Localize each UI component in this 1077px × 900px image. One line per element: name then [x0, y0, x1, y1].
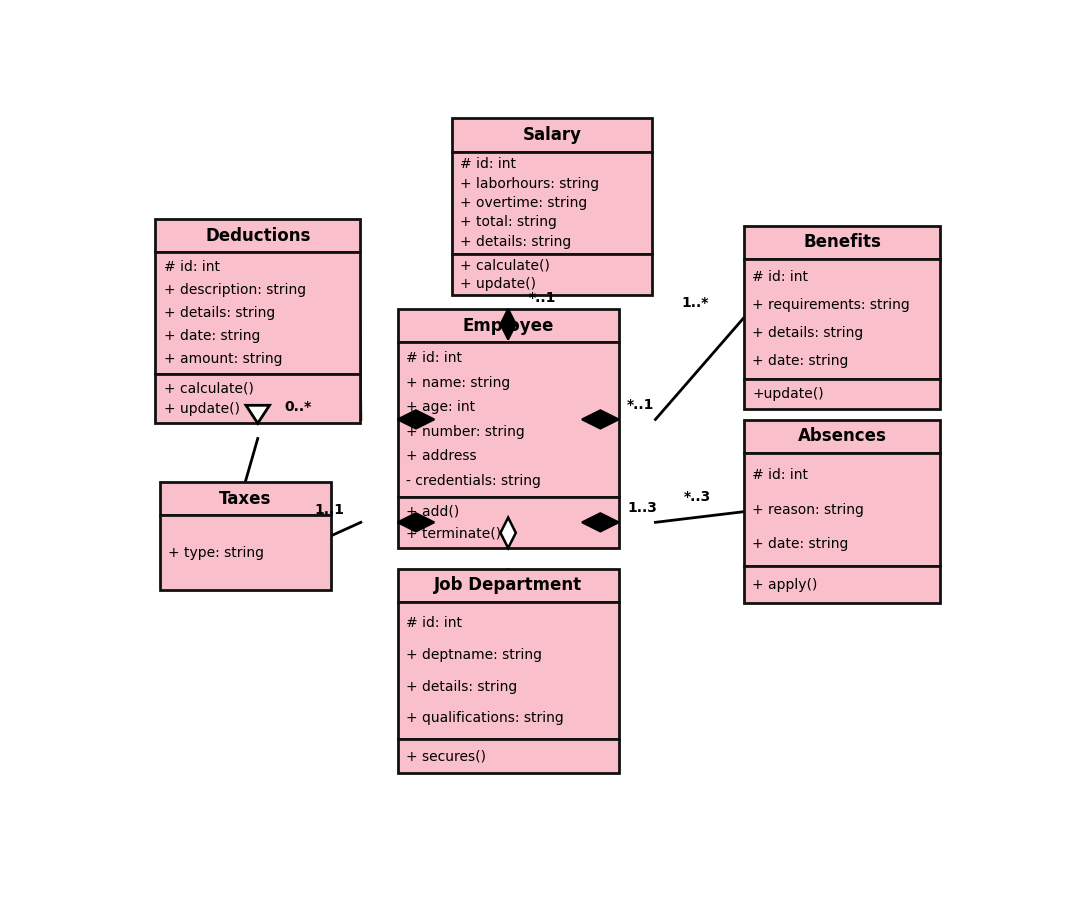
- Bar: [397, 342, 619, 497]
- Text: + update(): + update(): [460, 276, 536, 291]
- Text: + date: string: + date: string: [753, 536, 849, 551]
- Bar: [744, 419, 940, 453]
- Bar: [397, 497, 619, 548]
- Text: Taxes: Taxes: [219, 490, 271, 508]
- Bar: [744, 566, 940, 604]
- Text: + overtime: string: + overtime: string: [460, 196, 587, 210]
- Polygon shape: [501, 309, 516, 339]
- Bar: [155, 219, 360, 252]
- Text: + reason: string: + reason: string: [753, 502, 864, 517]
- Bar: [744, 453, 940, 566]
- Text: # id: int: # id: int: [406, 616, 462, 630]
- Text: 1..3: 1..3: [627, 501, 657, 515]
- Text: + type: string: + type: string: [168, 545, 264, 560]
- Text: + qualifications: string: + qualifications: string: [406, 711, 563, 725]
- Text: + update(): + update(): [164, 402, 240, 417]
- Polygon shape: [501, 518, 516, 548]
- Bar: [452, 254, 653, 295]
- Text: + date: string: + date: string: [753, 355, 849, 368]
- Text: + details: string: + details: string: [164, 306, 275, 320]
- Text: + number: string: + number: string: [406, 425, 524, 438]
- Text: + total: string: + total: string: [460, 215, 557, 230]
- Text: + details: string: + details: string: [406, 680, 517, 694]
- Bar: [397, 739, 619, 773]
- Text: # id: int: # id: int: [753, 270, 808, 284]
- Text: + date: string: + date: string: [164, 329, 261, 343]
- Bar: [744, 226, 940, 259]
- Text: *..1: *..1: [529, 291, 557, 305]
- Polygon shape: [246, 405, 269, 423]
- Bar: [744, 380, 940, 410]
- Polygon shape: [397, 410, 434, 428]
- Text: *..3: *..3: [684, 491, 711, 504]
- Polygon shape: [582, 410, 619, 428]
- Text: Absences: Absences: [798, 428, 886, 446]
- Text: # id: int: # id: int: [406, 351, 462, 365]
- Text: + terminate(): + terminate(): [406, 526, 501, 541]
- Bar: [452, 119, 653, 152]
- Text: + amount: string: + amount: string: [164, 353, 282, 366]
- Text: + apply(): + apply(): [753, 578, 817, 591]
- Text: + age: int: + age: int: [406, 400, 475, 414]
- Text: +update(): +update(): [753, 387, 824, 401]
- Text: 0..*: 0..*: [284, 400, 312, 414]
- Text: + description: string: + description: string: [164, 284, 306, 297]
- Text: 1..1: 1..1: [314, 503, 344, 517]
- Text: - credentials: string: - credentials: string: [406, 473, 541, 488]
- Text: + laborhours: string: + laborhours: string: [460, 176, 599, 191]
- Text: Job Department: Job Department: [434, 577, 583, 595]
- Text: + add(): + add(): [406, 504, 459, 518]
- Text: *..1: *..1: [627, 398, 655, 412]
- Text: Employee: Employee: [462, 317, 554, 335]
- Text: + name: string: + name: string: [406, 375, 510, 390]
- Text: + address: + address: [406, 449, 476, 464]
- Text: + secures(): + secures(): [406, 749, 486, 763]
- Text: Benefits: Benefits: [803, 233, 881, 251]
- Bar: [155, 252, 360, 374]
- Bar: [155, 374, 360, 423]
- Polygon shape: [582, 513, 619, 531]
- Text: Salary: Salary: [522, 126, 582, 144]
- Text: Deductions: Deductions: [205, 227, 310, 245]
- Text: + calculate(): + calculate(): [460, 258, 550, 273]
- Bar: [452, 152, 653, 254]
- Bar: [159, 516, 331, 590]
- Text: 1..*: 1..*: [682, 296, 709, 310]
- Text: + details: string: + details: string: [753, 326, 864, 340]
- Text: + details: string: + details: string: [460, 235, 572, 248]
- Bar: [744, 259, 940, 380]
- Text: # id: int: # id: int: [753, 468, 808, 482]
- Text: + deptname: string: + deptname: string: [406, 648, 542, 662]
- Text: # id: int: # id: int: [164, 260, 220, 274]
- Text: + calculate(): + calculate(): [164, 382, 254, 395]
- Bar: [159, 482, 331, 516]
- Bar: [397, 602, 619, 739]
- Text: + requirements: string: + requirements: string: [753, 298, 910, 312]
- Bar: [397, 309, 619, 342]
- Text: # id: int: # id: int: [460, 158, 516, 171]
- Polygon shape: [397, 513, 434, 531]
- Bar: [397, 569, 619, 602]
